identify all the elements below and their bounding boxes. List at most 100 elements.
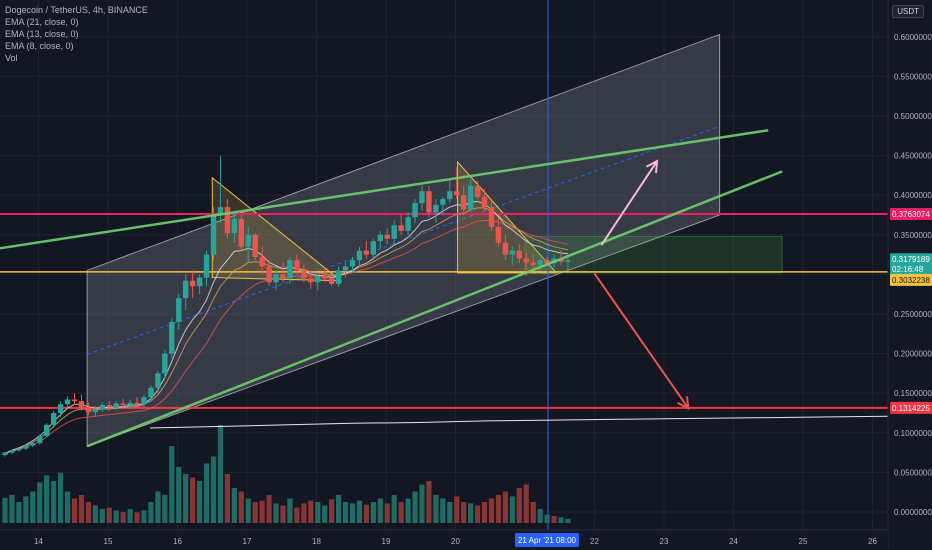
legend-volume[interactable]: Vol xyxy=(5,53,18,63)
volume-bar xyxy=(9,495,15,523)
candle-body xyxy=(169,321,175,354)
time-axis[interactable]: 14 15 16 17 18 19 20 22 23 24 25 26 21 Apr '21 08:00 xyxy=(0,529,888,550)
volume-bar xyxy=(217,425,224,523)
volume-bar xyxy=(523,484,529,523)
candle-body xyxy=(488,207,495,227)
candle-body xyxy=(294,260,300,271)
candle-body xyxy=(231,218,238,234)
volume-bar xyxy=(134,512,140,523)
time-tick-label: 25 xyxy=(799,537,808,546)
candle-body xyxy=(245,234,251,247)
current-price-label-background xyxy=(890,253,932,266)
price-axis[interactable]: 0.0000000 0.0500000 0.1000000 0.1500000 0.20… xyxy=(887,0,932,550)
candle-body xyxy=(377,234,383,242)
volume-bar xyxy=(488,498,495,523)
candle-body xyxy=(127,402,133,406)
candle-body xyxy=(502,242,509,255)
volume-bar xyxy=(37,482,43,523)
price-tick-label: 0.4000000 xyxy=(894,191,932,200)
candle-body xyxy=(238,218,244,247)
time-tick-label: 18 xyxy=(312,537,321,546)
volume-bar xyxy=(64,491,71,523)
current-price-label: 0.3179189 xyxy=(892,255,930,264)
price-tick-label: 0.1000000 xyxy=(894,429,932,438)
price-tick-label: 0.4500000 xyxy=(894,152,932,161)
candle-body xyxy=(356,250,363,261)
time-axis-background xyxy=(0,530,888,550)
volume-bar xyxy=(377,498,383,523)
candle-body xyxy=(266,266,272,283)
volume-bar xyxy=(336,495,342,523)
currency-badge[interactable]: USDT xyxy=(892,5,924,18)
volume-bar xyxy=(190,477,196,523)
volume-bar xyxy=(391,495,397,523)
volume-bar xyxy=(51,481,57,523)
volume-bar xyxy=(322,505,328,523)
candle-body xyxy=(419,191,425,204)
candle-body xyxy=(467,185,474,210)
volume-bar xyxy=(475,505,481,523)
chart-legend: Dogecoin / TetherUS, 4h, BINANCE EMA (21… xyxy=(5,4,148,64)
price-tick-label: 0.3500000 xyxy=(894,231,932,240)
volume-bar xyxy=(148,502,154,523)
candle-body xyxy=(162,353,168,374)
candle-body xyxy=(23,445,29,449)
candle-body xyxy=(50,413,57,425)
volume-bar xyxy=(106,507,112,523)
volume-bar xyxy=(516,488,522,523)
price-tick-label: 0.2000000 xyxy=(894,350,932,359)
candle-body xyxy=(217,207,224,215)
candle-body xyxy=(155,373,161,388)
candle-body xyxy=(113,403,119,408)
legend-symbol[interactable]: Dogecoin / TetherUS, 4h, BINANCE xyxy=(5,5,148,15)
volume-bar xyxy=(565,518,571,523)
volume-bar xyxy=(266,495,272,523)
candle-body xyxy=(509,250,516,255)
candle-body xyxy=(405,217,411,231)
candle-body xyxy=(322,275,328,279)
legend-ema8[interactable]: EMA (8, close, 0) xyxy=(5,41,74,51)
volume-bar xyxy=(155,491,161,523)
candle-body xyxy=(461,195,467,210)
candle-body xyxy=(92,409,99,413)
volume-bar xyxy=(433,495,439,523)
candle-body xyxy=(516,250,522,259)
volume-bar xyxy=(71,498,78,523)
price-tick-label: 0.1500000 xyxy=(894,389,932,398)
volume-bar xyxy=(245,498,251,523)
volume-bar xyxy=(273,503,279,523)
volume-bars xyxy=(2,425,571,523)
volume-bar xyxy=(280,505,286,523)
legend-ema21[interactable]: EMA (21, close, 0) xyxy=(5,17,79,27)
candle-body xyxy=(44,424,50,436)
legend-ema13[interactable]: EMA (13, close, 0) xyxy=(5,29,79,39)
candle-body xyxy=(203,254,210,278)
candle-body xyxy=(71,399,78,402)
candle-body xyxy=(315,275,321,283)
bearish-arrow-head xyxy=(677,396,690,410)
candle-body xyxy=(189,280,196,287)
volume-bar xyxy=(398,502,404,523)
volume-bar xyxy=(349,503,356,523)
candle-body xyxy=(544,260,550,264)
candle-body xyxy=(9,450,15,453)
volume-bar xyxy=(30,491,36,523)
candle-body xyxy=(384,234,390,239)
volume-bar xyxy=(412,491,418,523)
resistance-price-label: 0.3763074 xyxy=(892,210,930,219)
upper-trendline xyxy=(0,129,769,250)
candle-body xyxy=(78,401,85,408)
candle-body xyxy=(363,250,370,255)
price-tick-label: 0.5500000 xyxy=(894,72,932,81)
candle-body xyxy=(120,403,126,406)
candle-body xyxy=(495,226,502,243)
time-tick-label: 19 xyxy=(382,537,391,546)
time-tick-label: 15 xyxy=(104,537,113,546)
target-box xyxy=(524,235,783,274)
long-moving-average xyxy=(149,415,889,429)
candle-body xyxy=(176,298,182,322)
candle-body xyxy=(183,280,189,299)
ema-lines xyxy=(4,200,889,454)
volume-bar xyxy=(58,472,64,523)
